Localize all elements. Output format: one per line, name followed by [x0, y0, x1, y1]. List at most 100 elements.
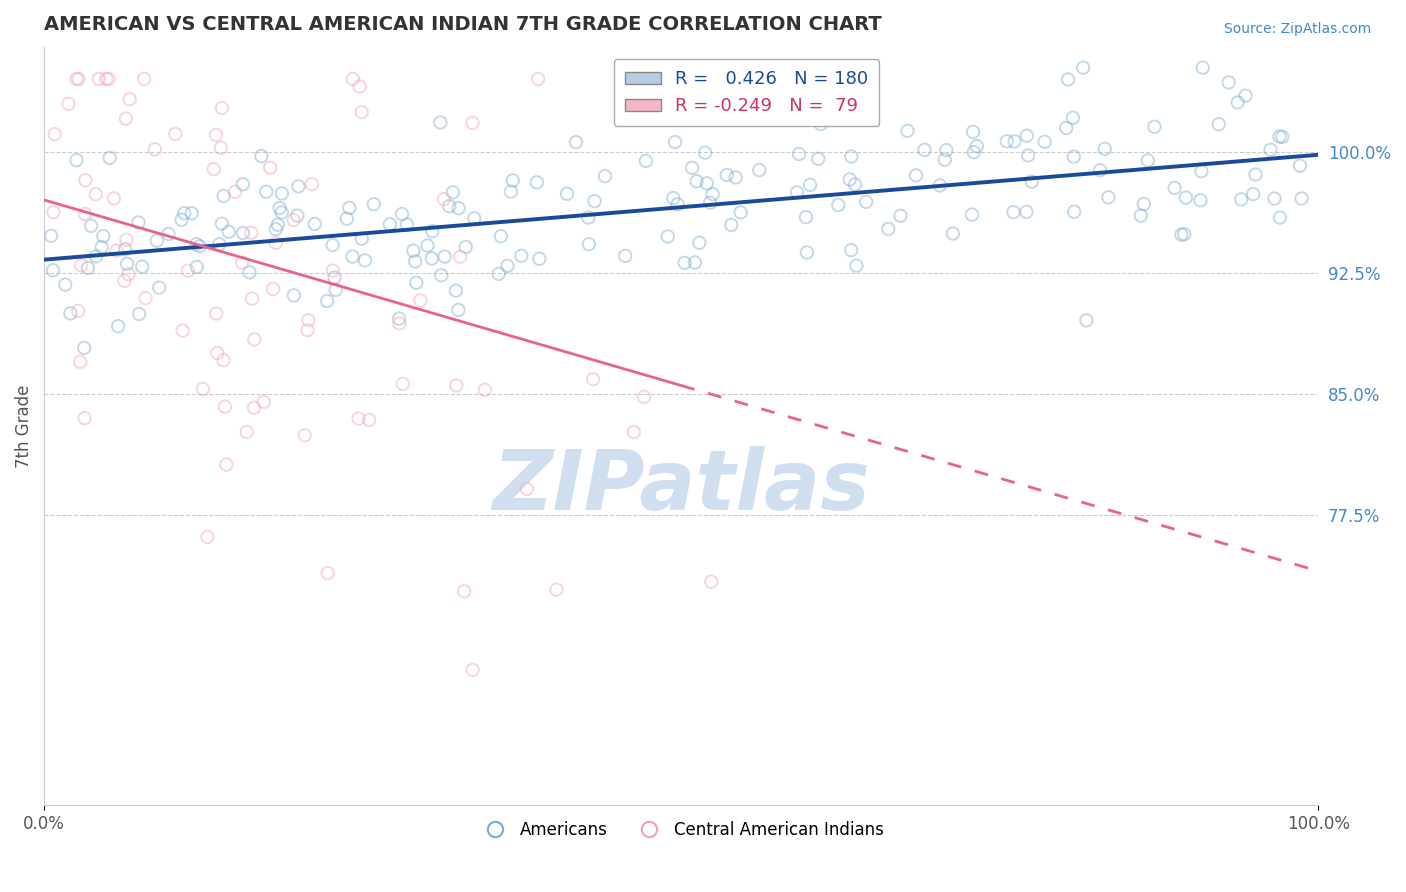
Point	[662, 191, 685, 205]
Point	[127, 215, 149, 229]
Point	[914, 143, 936, 157]
Point	[1063, 204, 1085, 219]
Point	[702, 187, 724, 202]
Text: AMERICAN VS CENTRAL AMERICAN INDIAN 7TH GRADE CORRELATION CHART: AMERICAN VS CENTRAL AMERICAN INDIAN 7TH …	[44, 15, 882, 34]
Point	[1170, 227, 1192, 242]
Point	[73, 341, 96, 355]
Point	[350, 232, 373, 246]
Point	[77, 260, 100, 275]
Point	[205, 306, 228, 320]
Point	[1015, 204, 1038, 219]
Point	[323, 270, 346, 285]
Point	[232, 226, 254, 240]
Point	[44, 127, 66, 141]
Point	[1088, 163, 1111, 178]
Point	[966, 139, 988, 153]
Point	[128, 307, 150, 321]
Point	[297, 313, 319, 327]
Point	[39, 228, 62, 243]
Point	[283, 288, 305, 302]
Point	[65, 153, 87, 168]
Point	[297, 323, 319, 337]
Point	[593, 169, 616, 183]
Point	[696, 177, 718, 191]
Point	[1173, 227, 1195, 242]
Point	[583, 194, 606, 208]
Point	[928, 178, 950, 193]
Point	[73, 411, 96, 425]
Point	[474, 383, 496, 397]
Point	[342, 71, 364, 86]
Point	[207, 346, 229, 360]
Point	[449, 250, 471, 264]
Point	[409, 293, 432, 308]
Point	[855, 194, 877, 209]
Point	[546, 582, 568, 597]
Point	[1076, 313, 1098, 327]
Point	[250, 149, 273, 163]
Point	[877, 222, 900, 236]
Point	[322, 238, 344, 252]
Point	[1129, 209, 1152, 223]
Point	[388, 311, 411, 326]
Point	[283, 213, 305, 227]
Point	[578, 237, 600, 252]
Point	[84, 187, 107, 202]
Point	[700, 574, 723, 589]
Point	[681, 161, 703, 175]
Point	[794, 210, 817, 224]
Point	[634, 153, 657, 168]
Point	[720, 218, 742, 232]
Point	[316, 566, 339, 580]
Point	[188, 239, 211, 253]
Point	[730, 205, 752, 219]
Point	[325, 283, 347, 297]
Point	[454, 240, 477, 254]
Point	[235, 425, 257, 439]
Point	[103, 191, 125, 205]
Point	[143, 142, 166, 156]
Point	[807, 152, 830, 166]
Point	[555, 186, 578, 201]
Point	[391, 376, 413, 391]
Point	[148, 280, 170, 294]
Point	[73, 207, 96, 221]
Point	[391, 207, 413, 221]
Point	[441, 186, 464, 200]
Point	[267, 218, 290, 232]
Point	[215, 458, 238, 472]
Point	[1208, 117, 1230, 131]
Point	[287, 179, 309, 194]
Point	[214, 400, 236, 414]
Point	[1263, 192, 1285, 206]
Point	[363, 197, 385, 211]
Point	[243, 401, 266, 415]
Point	[67, 304, 90, 318]
Point	[1234, 88, 1257, 103]
Point	[191, 382, 214, 396]
Point	[716, 168, 738, 182]
Point	[1054, 120, 1077, 135]
Point	[496, 259, 519, 273]
Point	[396, 218, 419, 232]
Point	[1004, 135, 1026, 149]
Point	[526, 175, 548, 189]
Point	[195, 530, 218, 544]
Point	[42, 263, 65, 277]
Point	[186, 260, 208, 274]
Point	[115, 112, 138, 126]
Point	[388, 317, 411, 331]
Point	[453, 584, 475, 599]
Point	[499, 185, 522, 199]
Point	[565, 135, 588, 149]
Point	[1189, 194, 1212, 208]
Point	[218, 225, 240, 239]
Point	[799, 178, 821, 192]
Point	[90, 240, 112, 254]
Text: Source: ZipAtlas.com: Source: ZipAtlas.com	[1223, 22, 1371, 37]
Point	[1062, 111, 1084, 125]
Point	[810, 117, 832, 131]
Point	[170, 212, 193, 227]
Point	[1094, 142, 1116, 156]
Point	[118, 92, 141, 106]
